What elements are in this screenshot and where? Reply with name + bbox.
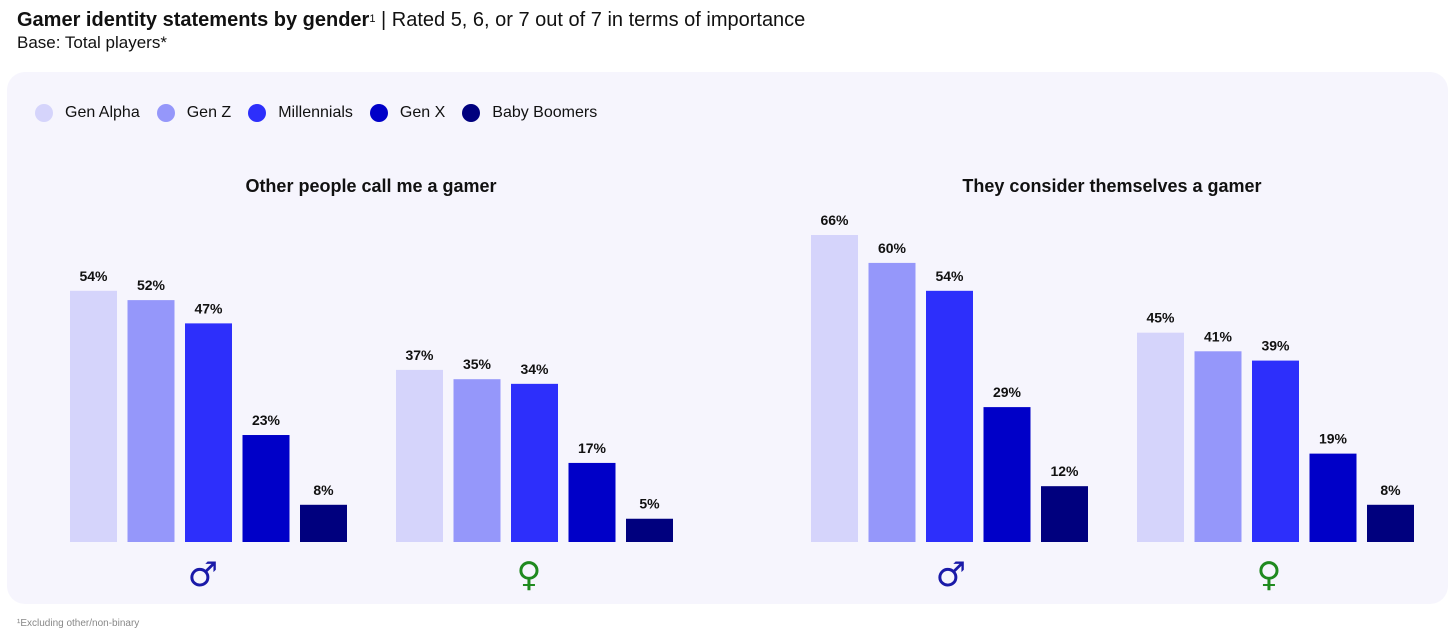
- legend-swatch: [35, 104, 53, 122]
- bar-gen-alpha-male: [70, 290, 117, 542]
- data-label: 54%: [935, 268, 964, 284]
- bar-gen-z-male: [127, 300, 175, 542]
- bar-gen-x-female: [568, 462, 616, 542]
- data-label: 52%: [137, 277, 166, 293]
- female-symbol-icon: ♀: [1257, 555, 1282, 595]
- legend-item-baby-boomers: Baby Boomers: [462, 104, 597, 122]
- subtitle: Base: Total players*: [17, 33, 167, 52]
- bar-gen-x-male: [242, 435, 290, 542]
- data-label: 19%: [1319, 431, 1348, 447]
- data-label: 41%: [1204, 328, 1233, 344]
- title-superscript: 1: [369, 13, 376, 25]
- legend-label: Millennials: [278, 104, 353, 121]
- data-label: 29%: [993, 384, 1022, 400]
- bar-gen-alpha-female: [396, 369, 443, 542]
- legend-swatch: [248, 104, 267, 122]
- data-label: 47%: [194, 300, 223, 316]
- data-label: 39%: [1261, 338, 1290, 354]
- legend-label: Baby Boomers: [492, 104, 598, 121]
- legend-item-gen-z: Gen Z: [156, 104, 232, 122]
- bar-baby-boomers-male: [1041, 486, 1088, 542]
- bar-gen-x-male: [983, 407, 1031, 542]
- legend-item-gen-alpha: Gen Alpha: [35, 104, 140, 122]
- title-main: Gamer identity statements by gender: [17, 9, 370, 31]
- female-symbol-icon: ♀: [517, 555, 542, 595]
- bar-baby-boomers-female: [1367, 504, 1414, 542]
- legend-label: Gen Z: [186, 104, 232, 121]
- bar-baby-boomers-male: [300, 504, 347, 542]
- bar-gen-alpha-male: [811, 235, 858, 542]
- data-label: 34%: [520, 361, 549, 377]
- footnote: ¹Excluding other/non-binary: [17, 618, 140, 629]
- legend-label: Gen Alpha: [65, 104, 140, 121]
- data-label: 54%: [79, 268, 108, 284]
- bar-gen-alpha-female: [1137, 332, 1184, 542]
- male-symbol-icon: ♂: [188, 555, 218, 595]
- male-symbol-icon: ♂: [936, 555, 966, 595]
- bar-millennials-male: [926, 290, 973, 542]
- bar-gen-z-male: [868, 262, 916, 542]
- legend-label: Gen X: [399, 104, 446, 121]
- legend-item-gen-x: Gen X: [369, 104, 446, 122]
- legend-item-millennials: Millennials: [248, 104, 353, 122]
- data-label: 35%: [463, 356, 492, 372]
- legend-swatch: [156, 104, 175, 122]
- bar-gen-z-female: [1194, 351, 1242, 542]
- legend-swatch: [369, 104, 388, 122]
- data-label: 5%: [639, 496, 660, 512]
- bar-millennials-male: [185, 323, 232, 542]
- data-label: 8%: [1380, 482, 1401, 498]
- data-label: 8%: [313, 482, 334, 498]
- legend-swatch: [462, 104, 481, 122]
- chart-title-right: They consider themselves a gamer: [962, 176, 1262, 196]
- data-label: 23%: [252, 412, 281, 428]
- legend: Gen Alpha Gen Z Millennials Gen X Baby B…: [35, 104, 614, 122]
- data-label: 66%: [820, 212, 849, 228]
- bar-gen-z-female: [453, 379, 501, 542]
- bar-baby-boomers-female: [626, 518, 673, 542]
- chart-heading: Gamer identity statements by gender1 | R…: [17, 8, 805, 32]
- bar-millennials-female: [511, 383, 558, 542]
- data-label: 17%: [578, 440, 607, 456]
- title-rest: | Rated 5, 6, or 7 out of 7 in terms of …: [375, 9, 806, 31]
- data-label: 60%: [878, 240, 907, 256]
- bar-millennials-female: [1252, 360, 1299, 542]
- data-label: 45%: [1146, 310, 1175, 326]
- chart-title-left: Other people call me a gamer: [245, 176, 497, 196]
- data-label: 37%: [405, 347, 434, 363]
- bar-gen-x-female: [1309, 453, 1357, 542]
- data-label: 12%: [1050, 463, 1079, 479]
